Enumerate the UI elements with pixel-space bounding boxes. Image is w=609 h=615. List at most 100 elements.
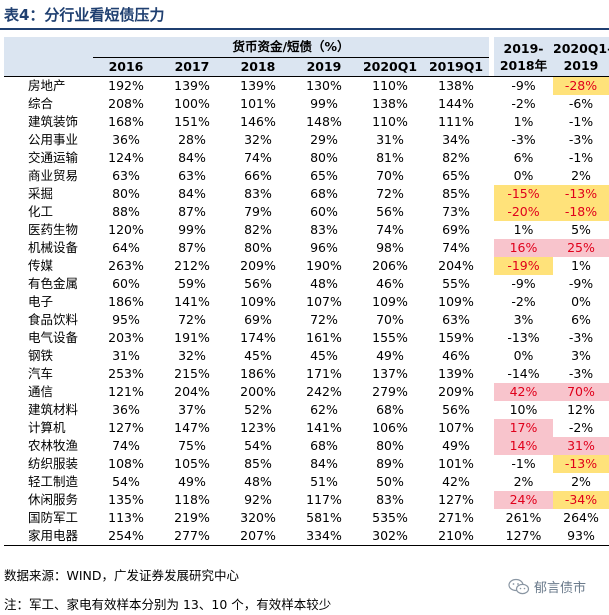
ratio-cell: 83%: [244, 186, 272, 201]
ratio-cell: 85%: [244, 456, 272, 471]
ratio-cell: 203%: [108, 330, 144, 345]
change-2019-2018-cell: -9%: [511, 78, 536, 93]
ratio-cell: 144%: [438, 96, 474, 111]
ratio-cell: 52%: [244, 402, 272, 417]
ratio-cell: 80%: [244, 240, 272, 255]
ratio-cell: 171%: [306, 366, 342, 381]
industry-name: 汽车: [28, 366, 54, 381]
header-row-1: 货币资金/短债（%） 2019- 2018年 2020Q1- 2019: [4, 37, 609, 77]
ratio-cell: 72%: [310, 312, 338, 327]
table-row: 农林牧渔 74% 75% 54% 68% 80% 49% 14% 31%: [4, 437, 609, 455]
industry-debt-table: 货币资金/短债（%） 2019- 2018年 2020Q1- 2019 2016…: [4, 37, 609, 546]
ratio-cell: 32%: [178, 348, 206, 363]
ratio-cell: 75%: [178, 438, 206, 453]
ratio-cell: 123%: [240, 420, 276, 435]
ratio-cell: 73%: [442, 204, 470, 219]
ratio-cell: 31%: [112, 348, 140, 363]
ratio-cell: 254%: [93, 527, 159, 546]
header-blank: [4, 37, 93, 58]
change-2019-2018-cell: -20%: [494, 203, 553, 221]
ratio-cell: 146%: [240, 114, 276, 129]
industry-name: 农林牧渔: [28, 438, 79, 453]
change-2019-2018-cell: 16%: [494, 239, 553, 257]
ratio-cell: 101%: [438, 456, 474, 471]
ratio-cell: 96%: [310, 240, 338, 255]
ratio-cell: 87%: [178, 204, 206, 219]
change-2020q1-2019-cell: 5%: [571, 222, 591, 237]
ratio-cell: 186%: [108, 294, 144, 309]
ratio-cell: 98%: [376, 240, 404, 255]
header-blank-2: [4, 57, 93, 77]
ratio-cell: 99%: [310, 96, 338, 111]
ratio-cell: 68%: [376, 402, 404, 417]
industry-name: 综合: [28, 96, 54, 111]
ratio-cell: 54%: [244, 438, 272, 453]
ratio-cell: 83%: [376, 492, 404, 507]
ratio-cell: 36%: [112, 132, 140, 147]
industry-name: 机械设备: [28, 240, 79, 255]
ratio-cell: 81%: [376, 150, 404, 165]
industry-name: 计算机: [28, 420, 66, 435]
industry-name: 纺织服装: [28, 456, 79, 471]
ratio-cell: 109%: [438, 294, 474, 309]
industry-name: 建筑装饰: [28, 114, 79, 129]
change-2020q1-2019-cell: -3%: [568, 330, 594, 345]
ratio-cell: 137%: [372, 366, 408, 381]
table-row: 房地产 192% 139% 139% 130% 110% 138% -9% -28%: [4, 76, 609, 95]
ratio-cell: 99%: [178, 222, 206, 237]
ratio-cell: 253%: [108, 366, 144, 381]
ratio-cell: 51%: [310, 474, 338, 489]
ratio-cell: 46%: [376, 276, 404, 291]
header-year: 2017: [159, 57, 225, 77]
header-year: 2019: [291, 57, 357, 77]
change-2020q1-2019-cell: 264%: [563, 510, 599, 525]
ratio-cell: 148%: [306, 114, 342, 129]
ratio-cell: 84%: [178, 150, 206, 165]
ratio-cell: 108%: [108, 456, 144, 471]
industry-name: 采掘: [28, 186, 54, 201]
ratio-cell: 151%: [174, 114, 210, 129]
change-2019-2018-cell: -9%: [511, 276, 536, 291]
ratio-cell: 110%: [372, 114, 408, 129]
footnote: 注：军工、家电有效样本分别为 13、10 个，有效样本较少: [4, 597, 332, 612]
industry-name: 钢铁: [28, 348, 54, 363]
change-2019-2018-cell: -15%: [494, 185, 553, 203]
header-gap-2: [489, 57, 494, 77]
industry-name: 休闲服务: [28, 492, 79, 507]
change-2020q1-2019-cell: 12%: [567, 402, 595, 417]
change-2020q1-2019-cell: -13%: [553, 185, 609, 203]
change-2019-2018-cell: 14%: [494, 437, 553, 455]
ratio-cell: 54%: [112, 474, 140, 489]
ratio-cell: 63%: [112, 168, 140, 183]
ratio-cell: 63%: [442, 312, 470, 327]
table-row: 传媒 263% 212% 209% 190% 206% 204% -19% 1%: [4, 257, 609, 275]
ratio-cell: 111%: [438, 114, 474, 129]
ratio-cell: 32%: [244, 132, 272, 147]
table-row: 计算机 127% 147% 123% 141% 106% 107% 17% -2%: [4, 419, 609, 437]
ratio-cell: 28%: [178, 132, 206, 147]
ratio-cell: 190%: [306, 258, 342, 273]
change-2019-2018-cell: -13%: [507, 330, 540, 345]
ratio-cell: 49%: [178, 474, 206, 489]
change-2020q1-2019-cell: -34%: [553, 491, 609, 509]
ratio-cell: 92%: [244, 492, 272, 507]
ratio-cell: 45%: [244, 348, 272, 363]
ratio-cell: 50%: [376, 474, 404, 489]
ratio-cell: 65%: [442, 168, 470, 183]
table-row: 商业贸易 63% 63% 66% 65% 70% 65% 0% 2%: [4, 167, 609, 185]
watermark-logo: 郁言债市: [508, 577, 586, 596]
ratio-cell: 63%: [178, 168, 206, 183]
ratio-cell: 124%: [108, 150, 144, 165]
ratio-cell: 207%: [225, 527, 291, 546]
industry-name: 医药生物: [28, 222, 79, 237]
gap-cell: [489, 527, 494, 546]
ratio-cell: 80%: [310, 150, 338, 165]
industry-name: 轻工制造: [28, 474, 79, 489]
ratio-cell: 68%: [310, 186, 338, 201]
change-2020q1-2019-cell: -18%: [553, 203, 609, 221]
change-2019-2018-cell: -19%: [494, 257, 553, 275]
change-2019-2018-cell: -3%: [511, 132, 536, 147]
table-row: 采掘 80% 84% 83% 68% 72% 85% -15% -13%: [4, 185, 609, 203]
change-2019-2018-cell: 127%: [494, 527, 553, 546]
ratio-cell: 80%: [376, 438, 404, 453]
